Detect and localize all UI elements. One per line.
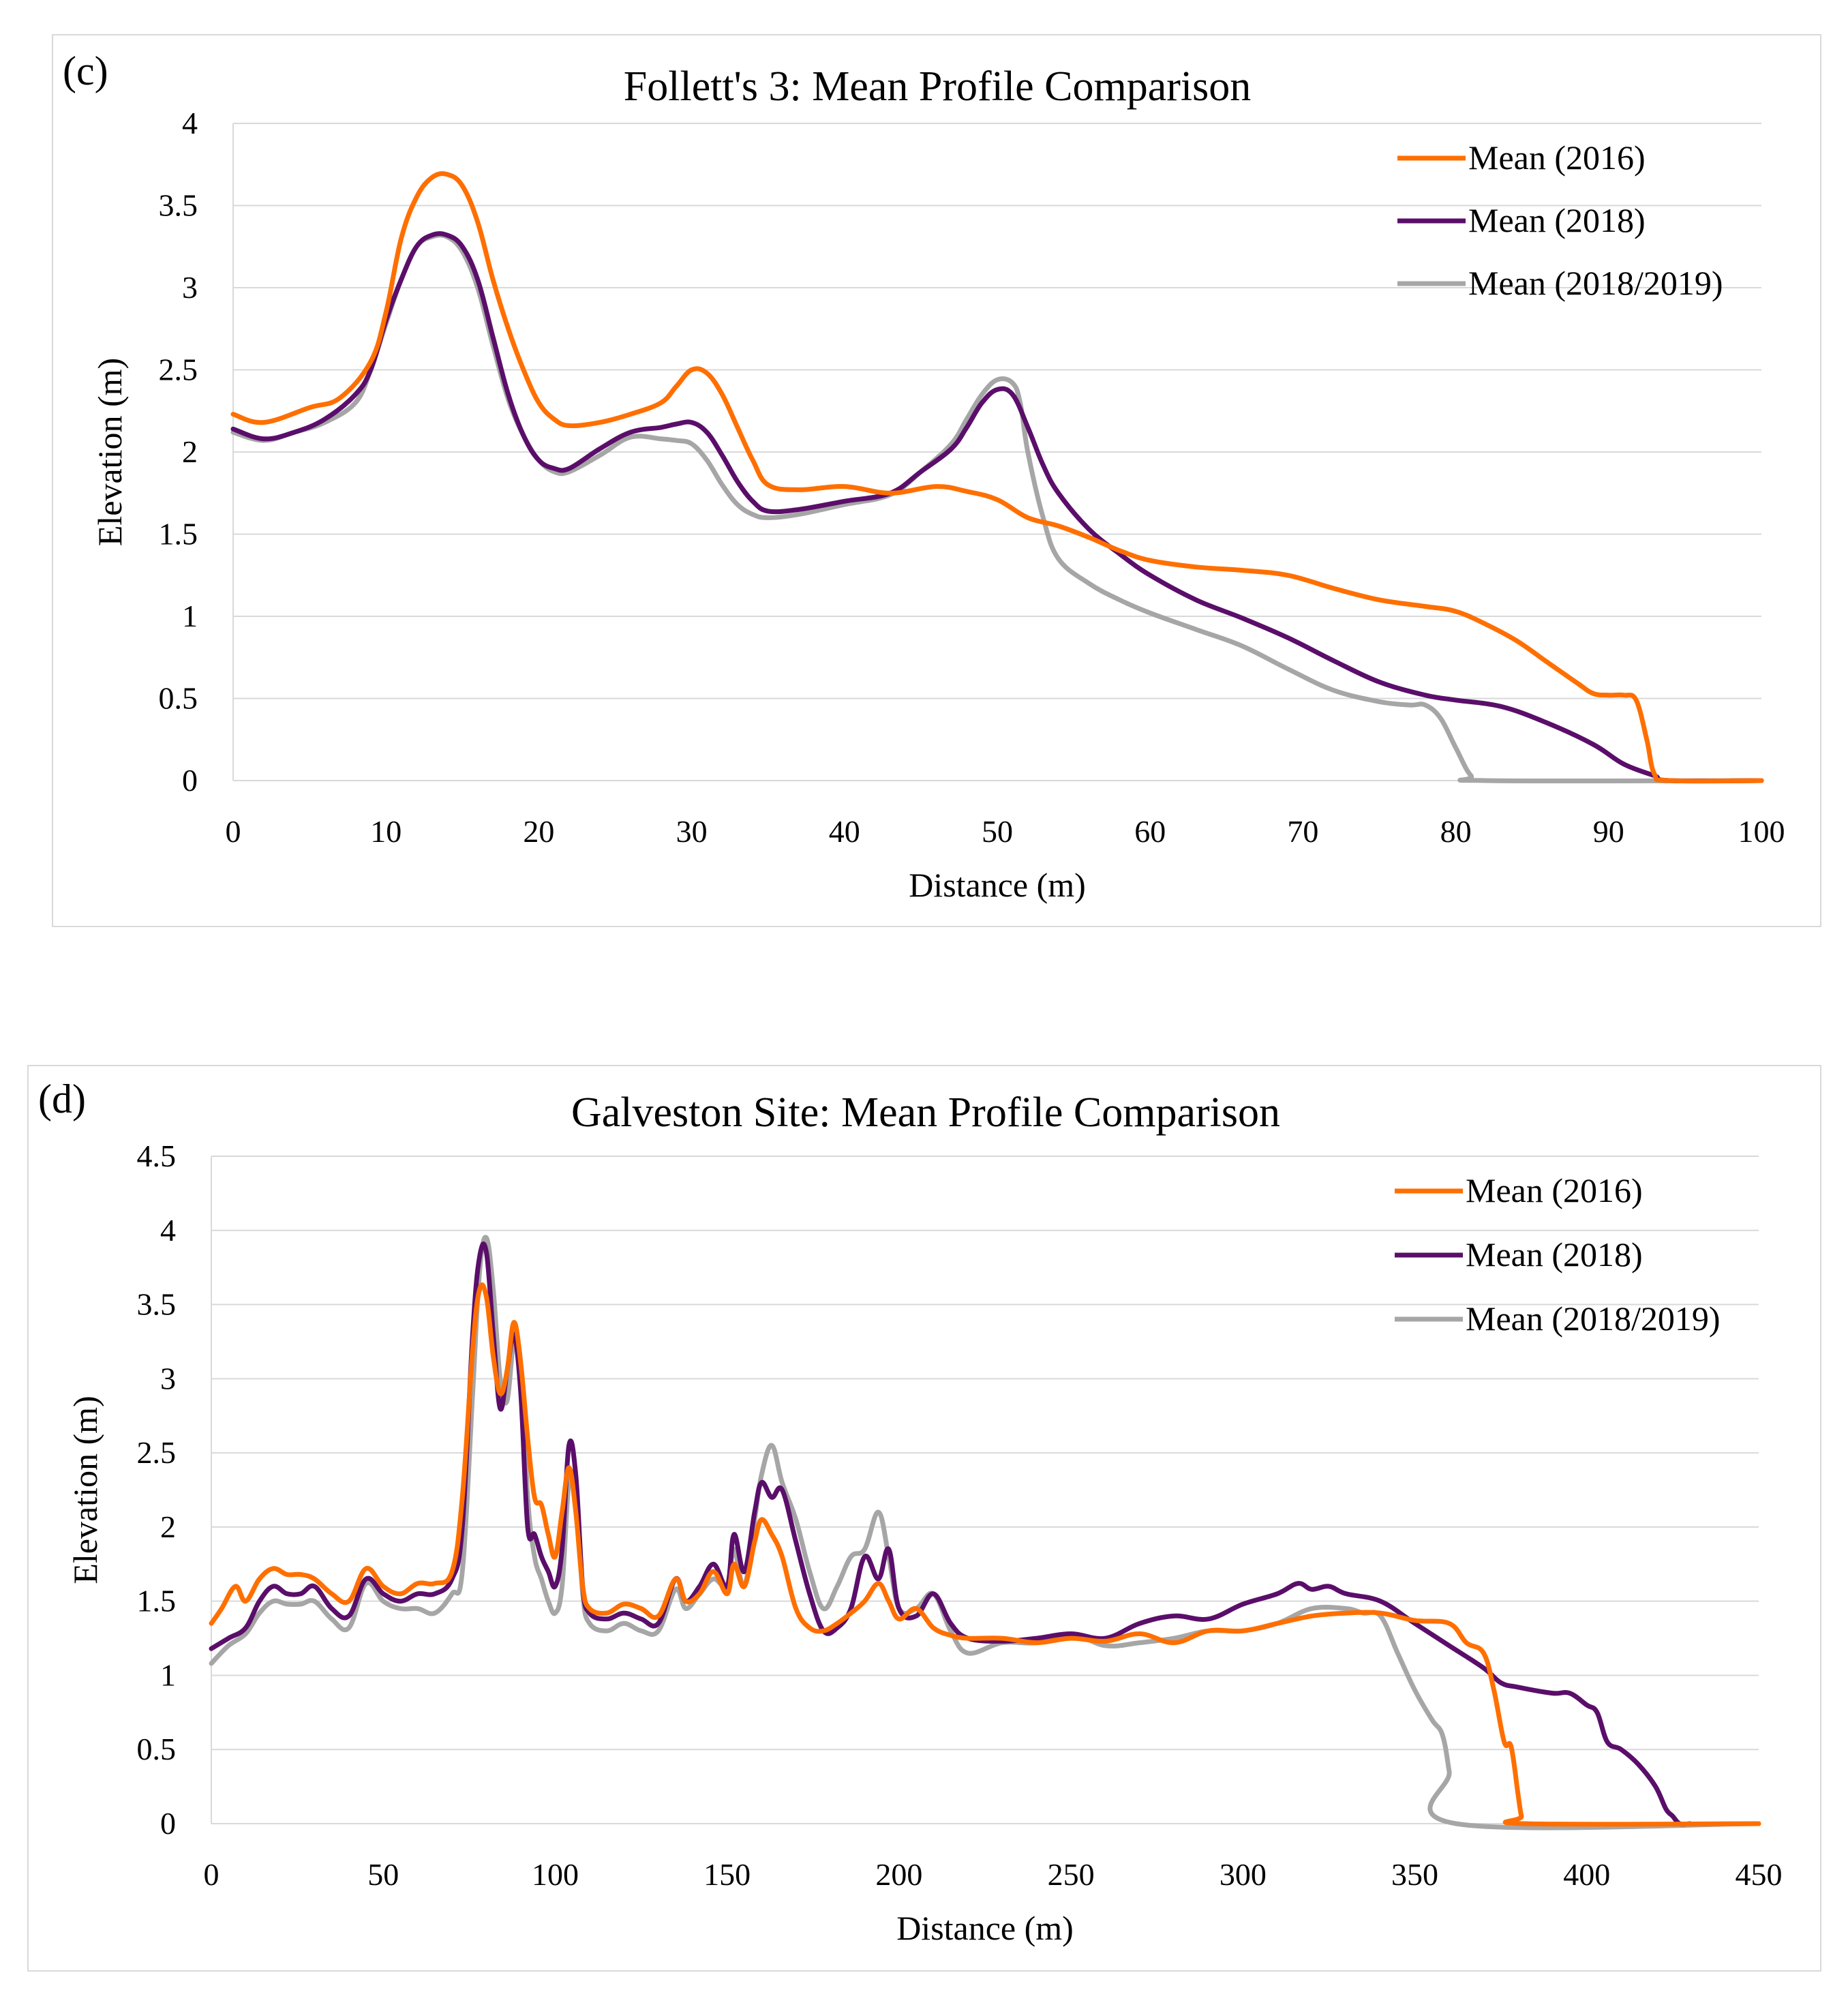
chart-d-svg: 0 0.5 1 1.5 2 2.5 3 3.5 4 4.5 0 50 100 150 200 250 300 35…: [66, 1089, 1783, 1947]
x-tick-label: 80: [1440, 814, 1472, 849]
chart-title: Galveston Site: Mean Profile Comparison: [571, 1089, 1280, 1136]
y-tick-label: 3: [160, 1361, 176, 1396]
x-tick-label: 50: [982, 814, 1013, 849]
panel-label-c: (c): [63, 48, 108, 93]
y-tick-label: 1.5: [159, 517, 198, 552]
y-tick-label: 3.5: [159, 188, 198, 223]
y-tick-label: 3.5: [137, 1287, 177, 1322]
panel-label-d: (d): [38, 1076, 86, 1121]
x-tick-label: 40: [829, 814, 860, 849]
y-tick-label: 1: [182, 599, 198, 633]
x-axis-label: Distance (m): [909, 866, 1086, 904]
x-axis-label: Distance (m): [896, 1909, 1074, 1947]
x-tick-label: 70: [1287, 814, 1318, 849]
x-tick-label: 100: [532, 1857, 579, 1892]
x-tick-label: 0: [204, 1857, 219, 1892]
y-tick-label: 4: [160, 1213, 176, 1248]
legend-label: Mean (2018/2019): [1468, 264, 1723, 302]
x-tick-label: 100: [1738, 814, 1785, 849]
x-tick-label: 200: [875, 1857, 922, 1892]
y-tick-label: 0: [182, 763, 198, 798]
x-tick-label: 20: [523, 814, 554, 849]
series-line-s2018: [209, 1241, 1693, 1827]
y-tick-label: 3: [182, 270, 198, 305]
series-line-s2018: [230, 231, 1764, 784]
legend-label: Mean (2018/2019): [1466, 1299, 1721, 1338]
y-tick-label: 1.5: [137, 1584, 177, 1618]
chart-title: Follett's 3: Mean Profile Comparison: [624, 63, 1251, 110]
legend-label: Mean (2018): [1468, 201, 1646, 239]
y-tick-label: 0: [160, 1806, 176, 1841]
x-tick-label: 0: [226, 814, 241, 849]
x-tick-label: 400: [1563, 1857, 1610, 1892]
legend-label: Mean (2018): [1466, 1235, 1643, 1273]
y-tick-label: 2: [182, 434, 198, 469]
y-tick-label: 2.5: [137, 1435, 177, 1470]
x-tick-label: 50: [367, 1857, 399, 1892]
series-line-s2016: [230, 171, 1764, 784]
chart-c-svg: 00.511.522.533.540 10 20 30 40 50 60 70 80 90 100F…: [91, 63, 1785, 904]
y-tick-label: 0.5: [137, 1732, 177, 1766]
chart-panel-d: (d) 0 0.5 1 1.5 2 2.5 3 3.5 4 4.5 0 50 100 150 200 250 3…: [27, 1065, 1821, 1972]
x-tick-label: 350: [1391, 1857, 1438, 1892]
x-tick-label: 10: [370, 814, 402, 849]
x-tick-label: 450: [1736, 1857, 1783, 1892]
y-tick-label: 2: [160, 1509, 176, 1544]
y-tick-label: 4.5: [137, 1139, 177, 1173]
x-tick-label: 60: [1134, 814, 1166, 849]
y-axis-label: Elevation (m): [91, 358, 129, 546]
x-tick-label: 250: [1048, 1857, 1095, 1892]
legend-label: Mean (2016): [1468, 138, 1646, 177]
legend-label: Mean (2016): [1466, 1171, 1643, 1209]
y-axis-label: Elevation (m): [66, 1396, 104, 1584]
y-tick-label: 4: [182, 106, 198, 140]
series-line-s2016: [209, 1282, 1761, 1827]
chart-panel-c: (c) 0 0.5 1 1.5 2 2.5 3 3.5 4 0 10 20 30 40 50 60 70 80 90…: [52, 34, 1821, 927]
y-tick-label: 0.5: [159, 681, 198, 716]
y-tick-label: 2.5: [159, 352, 198, 387]
x-tick-label: 90: [1593, 814, 1624, 849]
y-tick-label: 1: [160, 1657, 176, 1692]
x-tick-label: 30: [676, 814, 708, 849]
x-tick-label: 300: [1220, 1857, 1267, 1892]
x-tick-label: 150: [703, 1857, 751, 1892]
